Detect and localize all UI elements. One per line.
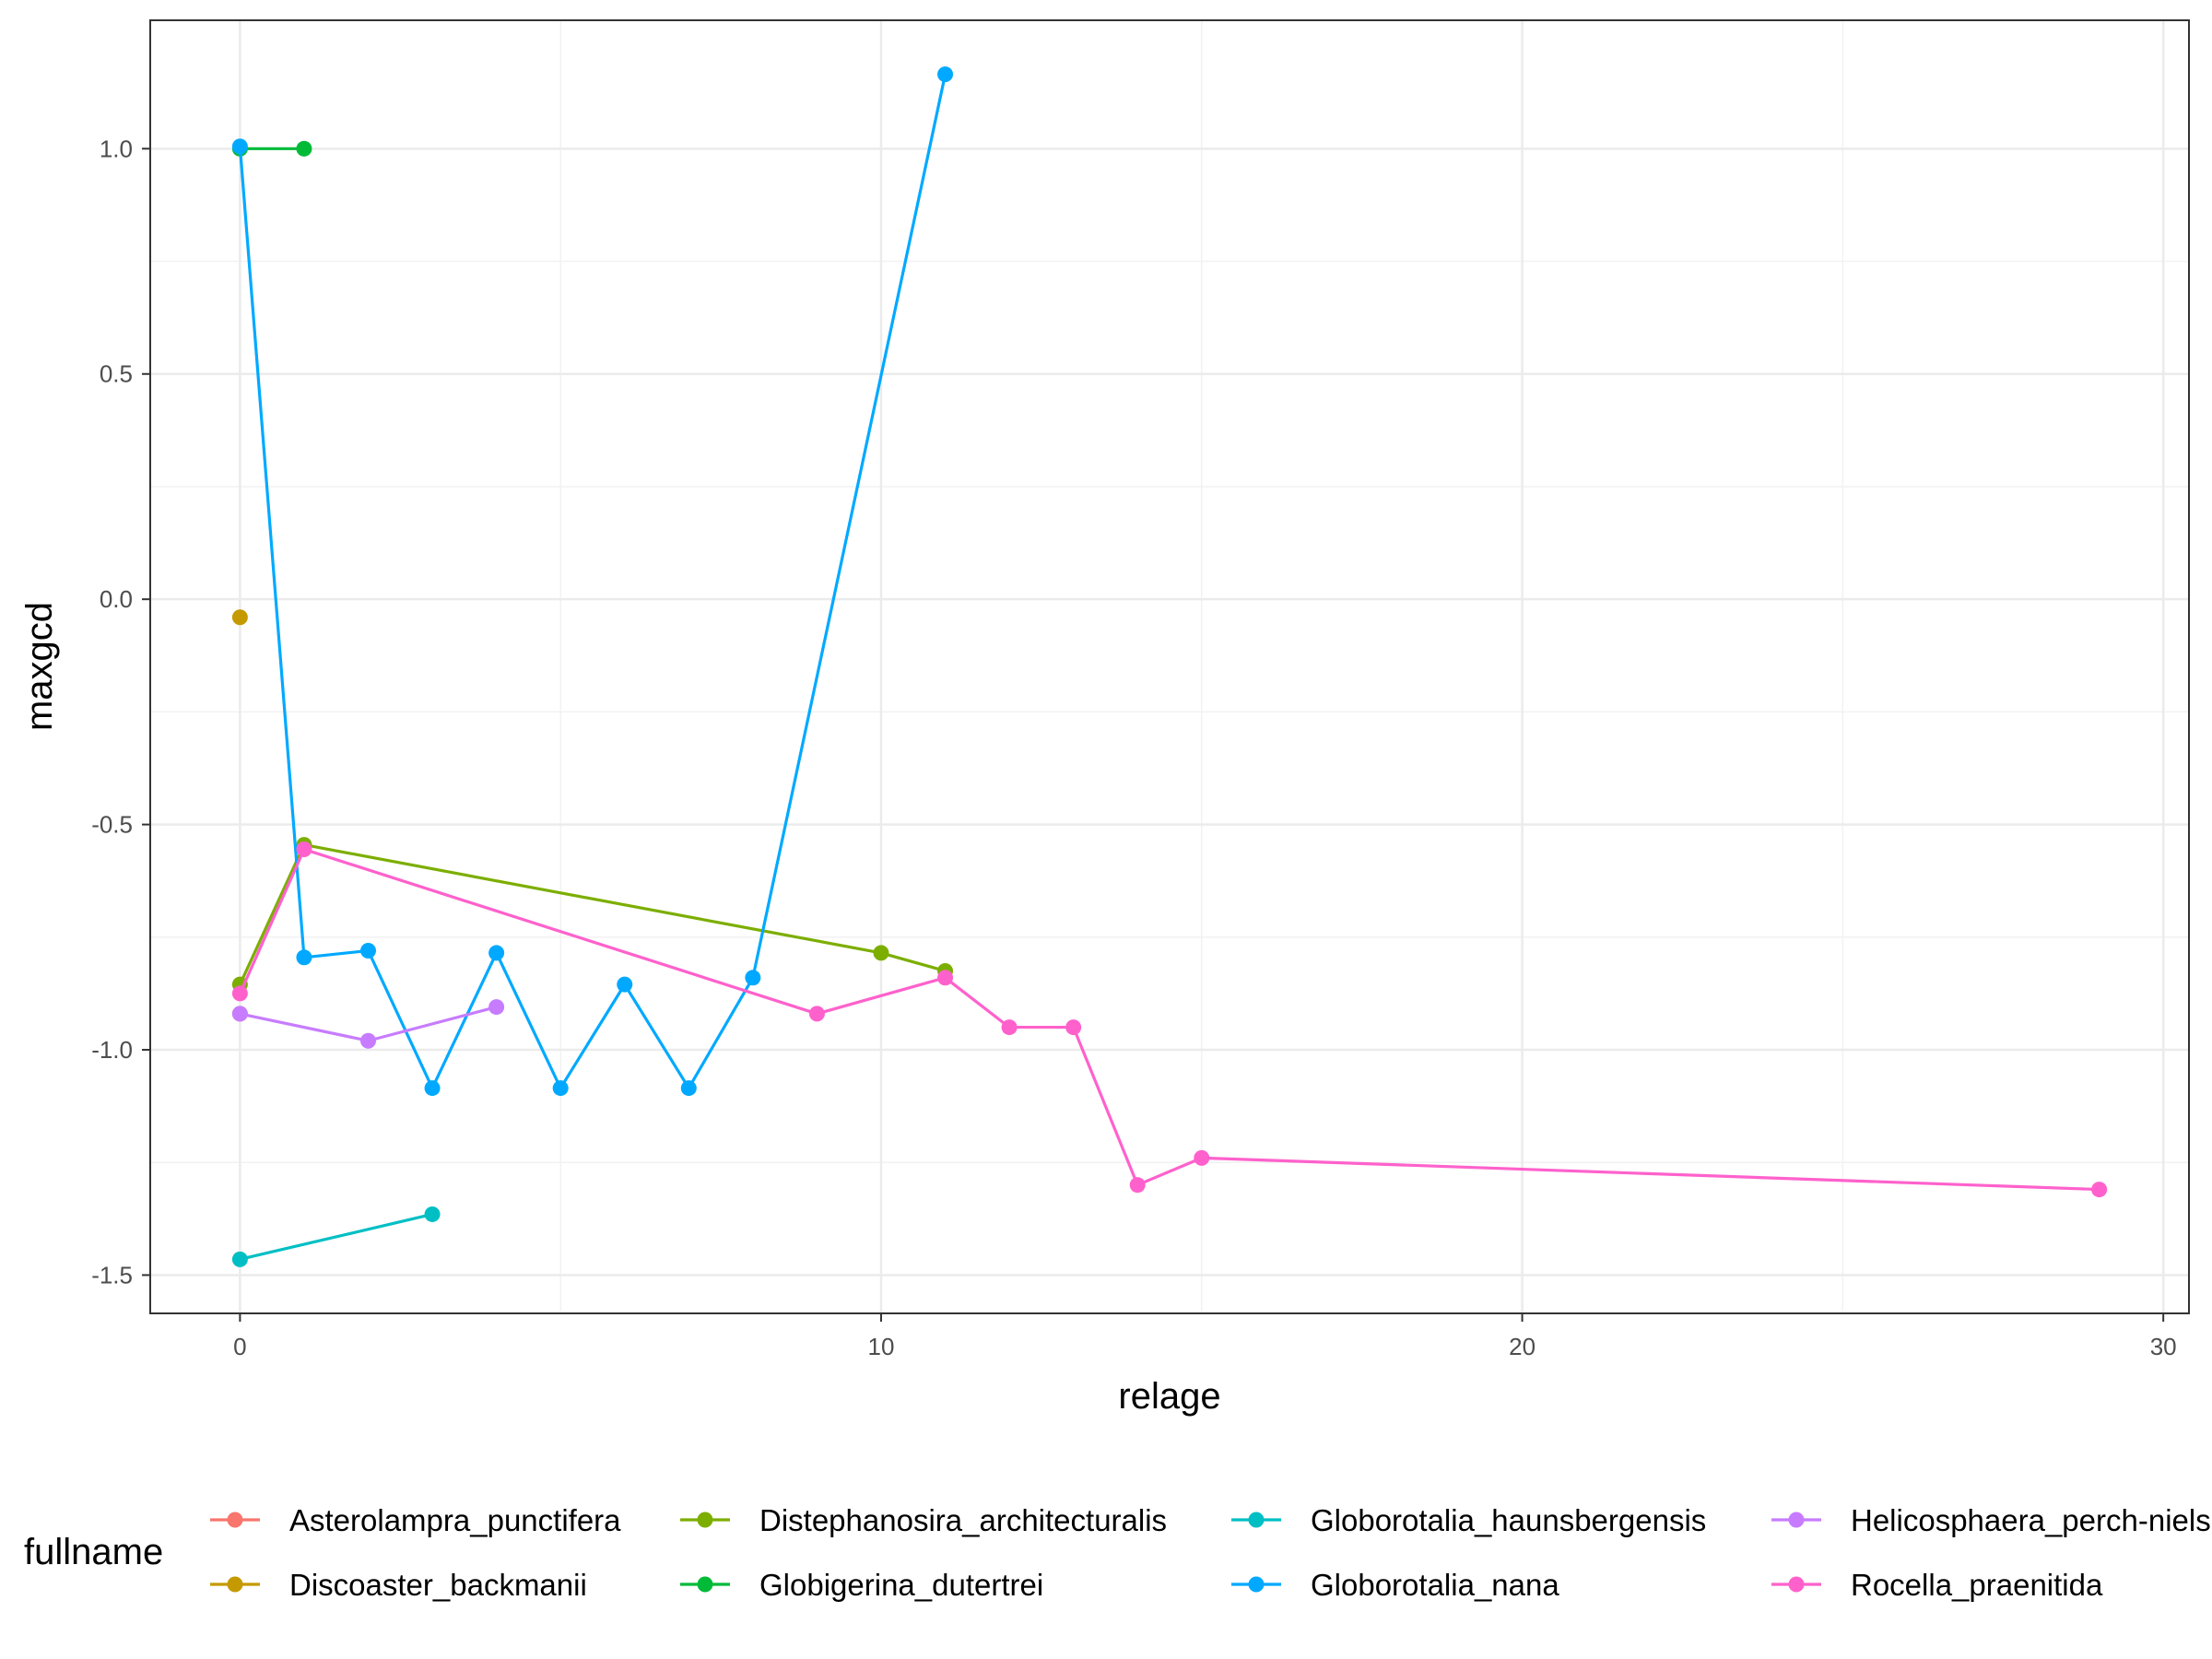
y-tick-label: -1.0 (91, 1036, 133, 1064)
plot-panel (150, 20, 2189, 1313)
legend-label: Distephanosira_architecturalis (759, 1503, 1167, 1537)
data-point-rocella-praenitida (808, 1006, 825, 1022)
x-axis-title: relage (1118, 1376, 1220, 1417)
x-tick-label: 20 (1509, 1333, 1535, 1360)
legend-key-point (227, 1576, 243, 1593)
data-point-globorotalia-nana (231, 138, 248, 155)
legend-item-helicosphaera-perch-nielseniae: Helicosphaera_perch-nielseniae (1771, 1503, 2212, 1537)
legend-item-distephanosira-architecturalis: Distephanosira_architecturalis (680, 1503, 1167, 1537)
x-tick-label: 30 (2150, 1333, 2177, 1360)
data-point-rocella-praenitida (296, 841, 312, 857)
x-tick-label: 10 (868, 1333, 895, 1360)
legend-key-point (1248, 1576, 1265, 1593)
data-point-globorotalia-nana (296, 949, 312, 966)
data-point-rocella-praenitida (2091, 1182, 2108, 1198)
legend-key-point (697, 1576, 713, 1593)
y-tick-label: -0.5 (91, 811, 133, 839)
y-axis-title: maxgcd (19, 602, 60, 731)
legend-key-point (227, 1512, 243, 1528)
data-point-globorotalia-nana (680, 1080, 697, 1097)
data-point-globorotalia-nana (745, 970, 761, 986)
series-helicosphaera-perch-nielseniae (231, 999, 505, 1049)
x-tick-label: 0 (233, 1333, 246, 1360)
data-point-globorotalia-nana (552, 1080, 569, 1097)
grid-minor (150, 20, 2189, 1313)
data-point-globorotalia-nana (360, 942, 377, 959)
data-point-helicosphaera-perch-nielseniae (231, 1006, 248, 1022)
series-line-globorotalia-nana (238, 74, 947, 1090)
grid-major (150, 20, 2189, 1313)
legend-label: Discoaster_backmanii (289, 1568, 587, 1602)
legend-item-globorotalia-nana: Globorotalia_nana (1231, 1568, 1559, 1602)
data-point-globorotalia-nana (488, 945, 505, 961)
legend-label: Globorotalia_haunsbergensis (1311, 1503, 1706, 1537)
data-point-helicosphaera-perch-nielseniae (360, 1032, 377, 1049)
plot-border (149, 19, 2190, 1314)
y-tick-label: 1.0 (100, 135, 133, 162)
series-layer (231, 66, 2108, 1267)
data-point-globorotalia-nana (424, 1080, 441, 1097)
legend-label: Globorotalia_nana (1311, 1568, 1559, 1602)
legend-label: Asterolampra_punctifera (289, 1503, 621, 1537)
series-discoaster-backmanii (231, 609, 248, 626)
data-point-rocella-praenitida (1065, 1019, 1082, 1036)
legend-title: fullname (24, 1532, 163, 1572)
legend-key-point (697, 1512, 713, 1528)
data-point-rocella-praenitida (1001, 1019, 1018, 1036)
data-point-globorotalia-nana (937, 66, 954, 83)
legend-label: Globigerina_dutertrei (759, 1568, 1043, 1602)
y-tick-label: -1.5 (91, 1261, 133, 1288)
legend-item-discoaster-backmanii: Discoaster_backmanii (210, 1568, 587, 1602)
data-point-globorotalia-haunsbergensis (424, 1206, 441, 1222)
legend-item-globorotalia-haunsbergensis: Globorotalia_haunsbergensis (1231, 1503, 1706, 1537)
data-point-distephanosira-architecturalis (873, 945, 889, 961)
data-point-rocella-praenitida (937, 970, 954, 986)
data-point-rocella-praenitida (1129, 1177, 1146, 1194)
legend-item-asterolampra-punctifera: Asterolampra_punctifera (210, 1503, 621, 1537)
data-point-globorotalia-haunsbergensis (231, 1251, 248, 1267)
data-point-helicosphaera-perch-nielseniae (488, 999, 505, 1016)
y-tick-label: 0.5 (100, 360, 133, 388)
data-point-rocella-praenitida (1194, 1149, 1210, 1166)
legend-key-point (1788, 1512, 1805, 1528)
x-axis-ticks: 0 10 20 30 (233, 1313, 2177, 1360)
legend-key-point (1248, 1512, 1265, 1528)
data-point-rocella-praenitida (231, 985, 248, 1002)
y-tick-label: 0.0 (100, 585, 133, 613)
data-point-discoaster-backmanii (231, 609, 248, 626)
legend-label: Rocella_praenitida (1851, 1568, 2103, 1602)
legend-label: Helicosphaera_perch-nielseniae (1851, 1503, 2212, 1537)
y-axis-ticks: -1.5 -1.0 -0.5 0.0 0.5 1.0 (91, 135, 150, 1288)
series-globorotalia-nana (231, 66, 954, 1097)
series-line-globorotalia-haunsbergensis (240, 1212, 433, 1261)
legend-item-globigerina-dutertrei: Globigerina_dutertrei (680, 1568, 1043, 1602)
data-point-globorotalia-nana (617, 976, 633, 993)
series-globorotalia-haunsbergensis (231, 1206, 441, 1267)
data-point-globigerina-dutertrei (296, 140, 312, 157)
legend: Asterolampra_punctifera Discoaster_backma… (210, 1503, 2212, 1602)
legend-item-rocella-praenitida: Rocella_praenitida (1771, 1568, 2103, 1602)
legend-key-point (1788, 1576, 1805, 1593)
series-line-distephanosira-architecturalis (238, 842, 946, 985)
series-rocella-praenitida (231, 841, 2108, 1198)
